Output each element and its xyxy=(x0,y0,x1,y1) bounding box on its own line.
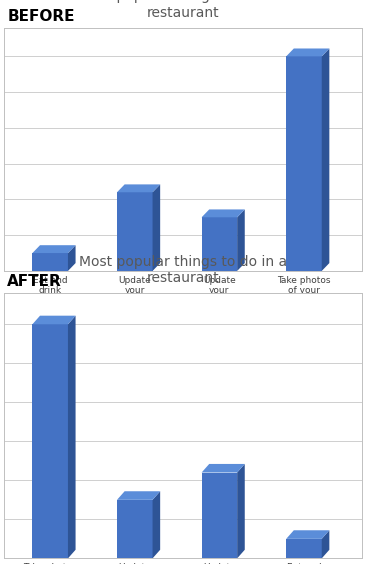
Polygon shape xyxy=(237,209,245,271)
Text: AFTER: AFTER xyxy=(7,275,62,289)
Polygon shape xyxy=(33,245,75,253)
Bar xyxy=(117,192,153,271)
Polygon shape xyxy=(202,464,245,473)
Polygon shape xyxy=(117,184,160,192)
Polygon shape xyxy=(68,245,75,271)
Bar xyxy=(286,56,322,271)
Text: BEFORE: BEFORE xyxy=(7,9,75,24)
Polygon shape xyxy=(153,184,160,271)
Polygon shape xyxy=(286,530,329,539)
Title: Most popular things to do in a
restaurant: Most popular things to do in a restauran… xyxy=(79,0,287,20)
Polygon shape xyxy=(202,209,245,217)
Polygon shape xyxy=(286,49,329,56)
Polygon shape xyxy=(153,491,160,558)
Title: Most popular things to do in a
restaurant: Most popular things to do in a restauran… xyxy=(79,255,287,285)
Bar xyxy=(33,253,68,271)
Polygon shape xyxy=(33,316,75,324)
Bar xyxy=(286,539,322,558)
Polygon shape xyxy=(117,491,160,500)
Bar xyxy=(202,217,237,271)
Bar xyxy=(202,473,237,558)
Bar xyxy=(33,324,68,558)
Polygon shape xyxy=(237,464,245,558)
Polygon shape xyxy=(68,316,75,558)
Polygon shape xyxy=(322,530,329,558)
Bar xyxy=(117,500,153,558)
Polygon shape xyxy=(322,49,329,271)
